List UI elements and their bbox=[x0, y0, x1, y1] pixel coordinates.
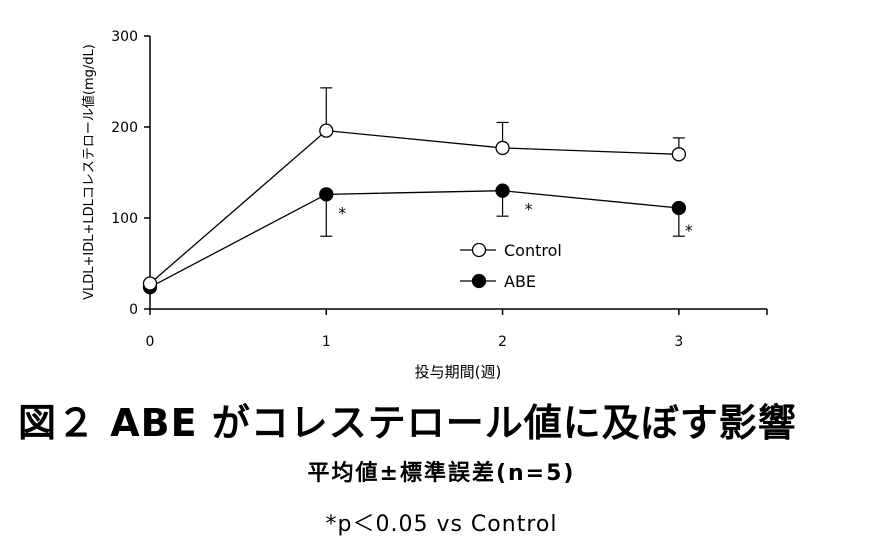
significance-marker: * bbox=[338, 203, 346, 222]
legend-label-control: Control bbox=[504, 241, 562, 260]
legend-label-abe: ABE bbox=[504, 272, 536, 291]
data-point-abe bbox=[495, 183, 510, 198]
y-tick-label: 300 bbox=[111, 29, 138, 45]
series-layer: * * * bbox=[142, 87, 693, 295]
significance-marker: * bbox=[685, 221, 693, 240]
x-axis-title: 投与期間(週) bbox=[415, 363, 502, 381]
chart: 0 100 200 300 0 1 2 3 * * * Control ABE VLDL+IDL+L… bbox=[81, 29, 768, 381]
legend-marker-control bbox=[471, 242, 487, 258]
series-line-abe bbox=[149, 190, 679, 288]
y-tick-label: 0 bbox=[129, 302, 138, 318]
legend-marker-abe bbox=[471, 273, 487, 289]
significance-marker: * bbox=[525, 200, 533, 219]
data-point-abe bbox=[671, 200, 687, 216]
y-axis-title: VLDL+IDL+LDLコレステロール値(mg/dL) bbox=[81, 44, 97, 300]
x-tick-label: 3 bbox=[674, 334, 683, 350]
legend: Control ABE bbox=[460, 241, 562, 291]
x-tick-label: 0 bbox=[146, 334, 155, 350]
figure-subtitle: 平均値±標準誤差(n=5) bbox=[307, 461, 576, 486]
x-tick-label: 1 bbox=[322, 334, 331, 350]
data-point-control bbox=[319, 123, 334, 138]
significance-note: *p＜0.05 vs Control bbox=[325, 512, 558, 537]
axes: 0 100 200 300 0 1 2 3 bbox=[111, 29, 768, 350]
x-tick-label: 2 bbox=[498, 334, 507, 350]
figure-title: 図２ ABE がコレステロール値に及ぼす影響 bbox=[18, 401, 797, 445]
y-tick-label: 200 bbox=[111, 120, 138, 136]
data-point-control bbox=[142, 276, 158, 291]
data-point-control bbox=[495, 140, 510, 156]
data-point-control bbox=[671, 147, 687, 162]
y-tick-label: 100 bbox=[111, 211, 138, 227]
data-point-abe bbox=[319, 187, 334, 202]
series-line-control bbox=[149, 129, 679, 285]
